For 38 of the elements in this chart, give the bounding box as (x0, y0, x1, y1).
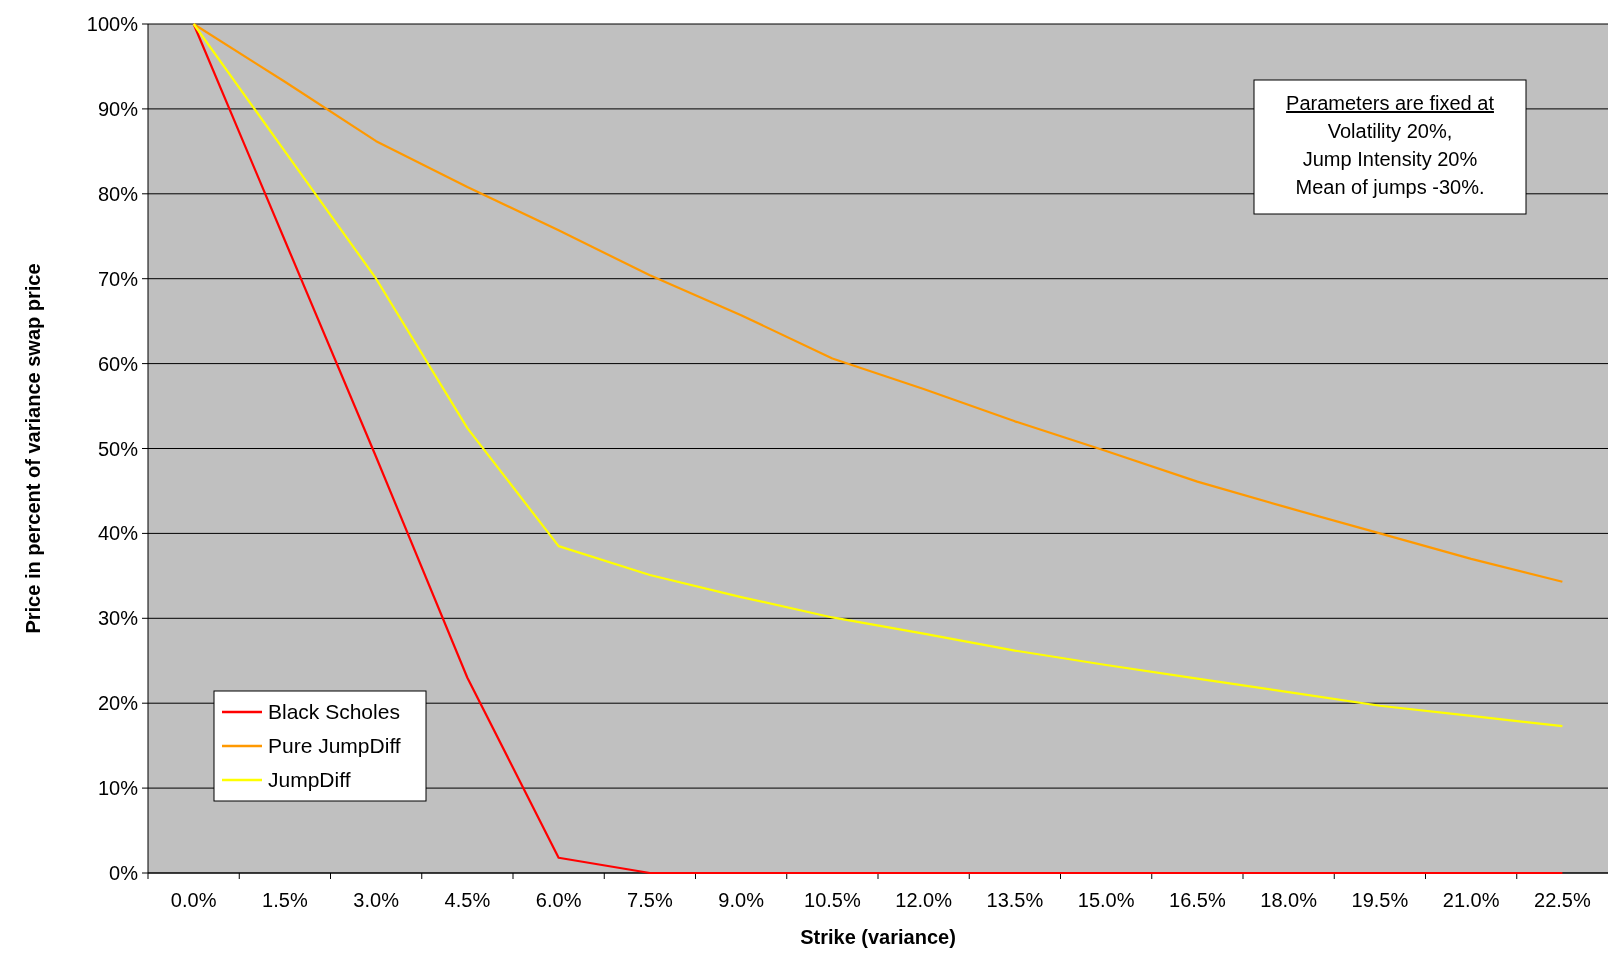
y-tick-label: 30% (97, 607, 139, 630)
x-tick-label: 0.0% (170, 889, 217, 911)
x-tick-label: 4.5% (444, 889, 491, 911)
x-tick-label: 22.5% (1534, 889, 1591, 911)
y-tick-label: 0% (109, 862, 139, 884)
y-tick-label: 60% (97, 352, 139, 375)
legend-label: Black Scholes (268, 700, 400, 724)
y-tick-label: 10% (97, 777, 139, 800)
x-tick-label: 6.0% (535, 889, 582, 911)
x-tick-label: 21.0% (1442, 889, 1500, 911)
y-tick-label: 80% (97, 182, 139, 205)
legend-label: Pure JumpDiff (268, 734, 401, 758)
x-tick-label: 10.5% (804, 889, 861, 911)
x-tick-label: 16.5% (1169, 889, 1226, 911)
y-tick-label: 50% (97, 437, 139, 460)
y-tick-label: 40% (97, 522, 139, 545)
line-series (192, 22, 1564, 583)
x-tick-label: 9.0% (718, 889, 765, 911)
x-tick-label: 1.5% (262, 889, 308, 911)
x-tick-label: 3.0% (353, 889, 400, 911)
x-tick-label: 13.5% (986, 889, 1044, 911)
annotation: Mean of jumps -30%. (1295, 176, 1485, 198)
x-tick-label: 19.5% (1351, 889, 1409, 911)
x-tick-label: 7.5% (627, 889, 673, 911)
annotation: Parameters are fixed at (1286, 92, 1495, 114)
y-tick-label: 100% (86, 13, 139, 35)
x-tick-label: 15.0% (1077, 889, 1135, 911)
y-axis-title: Price in percent of variance swap price (22, 263, 44, 634)
y-tick-label: 70% (97, 267, 139, 290)
line-series (192, 22, 1564, 728)
legend-label: JumpDiff (268, 768, 351, 792)
annotation: Jump Intensity 20% (1302, 148, 1478, 170)
annotation: Volatility 20%, (1327, 120, 1453, 142)
y-tick-label: 90% (97, 97, 139, 120)
x-axis-title: Strike (variance) (800, 926, 956, 948)
x-tick-label: 12.0% (895, 889, 953, 911)
y-tick-label: 20% (97, 692, 139, 715)
x-tick-label: 18.0% (1260, 889, 1318, 911)
